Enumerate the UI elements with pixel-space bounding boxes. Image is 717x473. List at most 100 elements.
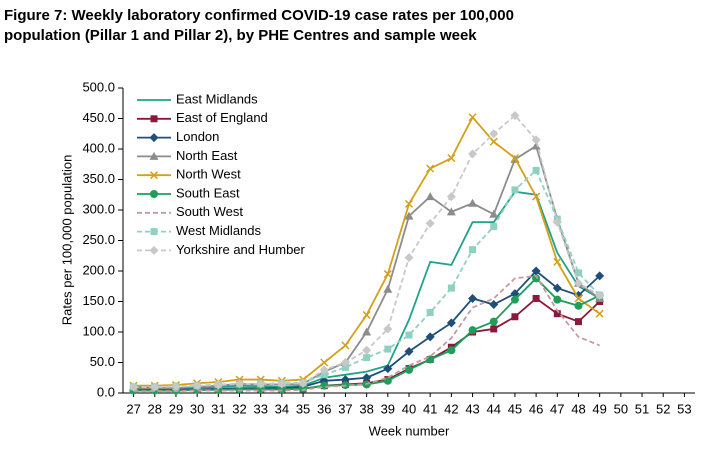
marker [149, 151, 159, 160]
x-tick-label: 32 [232, 401, 246, 416]
marker [405, 365, 413, 374]
marker [510, 289, 520, 299]
marker [149, 171, 159, 180]
marker [468, 113, 477, 122]
marker [405, 331, 413, 339]
marker [574, 301, 583, 310]
marker [383, 270, 392, 279]
marker [531, 141, 541, 150]
x-tick-label: 42 [444, 401, 458, 416]
y-tick-label: 50.0 [90, 354, 115, 369]
marker [574, 318, 582, 326]
marker [150, 190, 158, 198]
legend-label: South West [176, 204, 243, 219]
marker [490, 222, 498, 230]
marker [341, 363, 349, 371]
marker [341, 341, 350, 350]
marker [383, 284, 393, 293]
marker [468, 326, 477, 335]
x-tick-label: 27 [126, 401, 140, 416]
x-tick-label: 37 [338, 401, 352, 416]
marker [320, 358, 329, 367]
marker [340, 358, 350, 367]
marker [192, 381, 202, 391]
y-tick-label: 300.0 [82, 201, 115, 216]
marker [320, 371, 328, 379]
y-tick-label: 450.0 [82, 110, 115, 125]
marker [404, 347, 414, 357]
marker [404, 199, 414, 208]
marker [150, 228, 158, 236]
marker [362, 373, 372, 383]
x-tick-label: 49 [592, 401, 606, 416]
marker [553, 295, 562, 304]
legend-label: London [176, 129, 219, 144]
x-tick-label: 30 [190, 401, 204, 416]
x-tick-label: 47 [550, 401, 564, 416]
marker [489, 300, 499, 310]
y-tick-label: 0.0 [97, 384, 115, 399]
marker [574, 294, 583, 303]
x-tick-label: 36 [317, 401, 331, 416]
marker [426, 164, 435, 173]
x-tick-label: 50 [614, 401, 628, 416]
marker [404, 211, 414, 220]
x-tick-label: 45 [508, 401, 522, 416]
marker [129, 382, 139, 392]
marker [532, 192, 541, 201]
marker [363, 354, 371, 362]
marker [553, 310, 561, 318]
x-tick-label: 38 [359, 401, 373, 416]
chart-title: Figure 7: Weekly laboratory confirmed CO… [4, 7, 514, 24]
x-tick-label: 46 [529, 401, 543, 416]
marker [510, 110, 520, 120]
marker [510, 295, 519, 304]
marker [468, 293, 478, 303]
y-axis-label: Rates per 100,000 population [59, 155, 74, 326]
marker [320, 381, 329, 390]
marker [383, 376, 392, 385]
marker [552, 217, 562, 227]
marker [256, 379, 266, 389]
marker [426, 308, 434, 316]
marker [553, 257, 562, 266]
x-tick-label: 39 [381, 401, 395, 416]
marker [171, 381, 181, 391]
marker [362, 345, 372, 355]
marker [149, 133, 159, 143]
marker [469, 246, 477, 254]
legend-label: South East [176, 185, 240, 200]
series-line [133, 274, 601, 393]
marker [552, 283, 562, 293]
marker [489, 209, 499, 218]
marker [510, 154, 519, 163]
x-tick-label: 51 [635, 401, 649, 416]
x-tick-label: 43 [465, 401, 479, 416]
marker [235, 379, 245, 389]
marker [404, 253, 414, 263]
marker [490, 325, 498, 333]
y-tick-label: 400.0 [82, 140, 115, 155]
marker [468, 198, 478, 207]
marker [383, 364, 393, 374]
x-tick-label: 41 [423, 401, 437, 416]
marker [511, 186, 519, 194]
marker [425, 192, 435, 201]
marker [531, 135, 541, 145]
marker [532, 274, 541, 283]
marker [489, 137, 498, 146]
marker [468, 149, 478, 159]
series-line [133, 168, 601, 388]
marker [447, 154, 456, 163]
legend-label: Yorkshire and Humber [176, 242, 306, 257]
x-tick-label: 52 [656, 401, 670, 416]
chart-title: population (Pillar 1 and Pillar 2), by P… [4, 27, 477, 44]
marker [277, 379, 287, 389]
marker [362, 310, 371, 319]
legend-label: North East [176, 148, 238, 163]
x-tick-label: 53 [677, 401, 691, 416]
y-tick-label: 200.0 [82, 262, 115, 277]
marker [298, 378, 308, 388]
marker [299, 384, 308, 393]
